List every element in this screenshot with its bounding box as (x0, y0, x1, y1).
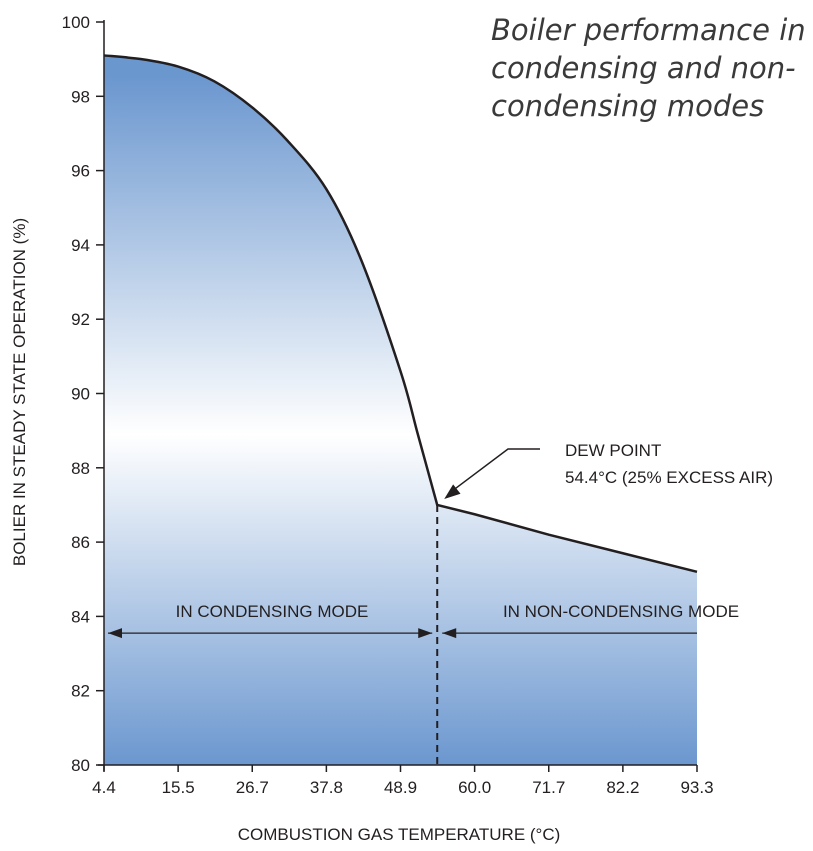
x-tick-label-60.0: 60.0 (458, 778, 491, 797)
y-tick-label-86: 86 (71, 533, 90, 552)
y-tick-label-90: 90 (71, 385, 90, 404)
x-tick-label-37.8: 37.8 (310, 778, 343, 797)
y-tick-label-96: 96 (71, 162, 90, 181)
chart-title-line-2: condensing and non- (491, 51, 796, 85)
efficiency-area-fill (104, 55, 697, 766)
y-tick-label-98: 98 (71, 87, 90, 106)
dew-point-arrowhead (444, 484, 461, 499)
y-tick-label-82: 82 (71, 682, 90, 701)
y-tick-label-92: 92 (71, 310, 90, 329)
x-tick-label-48.9: 48.9 (384, 778, 417, 797)
dew-point-value: 54.4°C (25% EXCESS AIR) (565, 468, 773, 487)
efficiency-curve (103, 54, 698, 574)
x-tick-label-15.5: 15.5 (162, 778, 195, 797)
x-axis-title: COMBUSTION GAS TEMPERATURE (°C) (238, 825, 561, 844)
x-tick-label-82.2: 82.2 (606, 778, 639, 797)
x-tick-label-71.7: 71.7 (532, 778, 565, 797)
y-tick-label-100: 100 (62, 13, 90, 32)
chart-title-line-3: condensing modes (491, 89, 764, 123)
dew-point-annotation: DEW POINT 54.4°C (25% EXCESS AIR) (444, 441, 773, 499)
dew-point-label: DEW POINT (565, 441, 661, 460)
y-tick-label-84: 84 (71, 607, 90, 626)
y-tick-label-94: 94 (71, 236, 90, 255)
y-tick-label-80: 80 (71, 756, 90, 775)
region-arrowhead (108, 628, 122, 639)
y-tick-label-88: 88 (71, 459, 90, 478)
x-tick-label-93.3: 93.3 (680, 778, 713, 797)
non-condensing-mode-label: IN NON-CONDENSING MODE (503, 602, 739, 621)
chart-title: Boiler performance in condensing and non… (491, 13, 806, 123)
region-arrowhead (418, 628, 433, 639)
condensing-mode-label: IN CONDENSING MODE (176, 602, 369, 621)
x-tick-label-26.7: 26.7 (236, 778, 269, 797)
dew-point-leader (451, 448, 540, 492)
chart-title-line-1: Boiler performance in (491, 13, 806, 47)
y-axis-title: BOLIER IN STEADY STATE OPERATION (%) (10, 218, 29, 566)
region-arrowhead (442, 628, 457, 639)
x-tick-label-4.4: 4.4 (92, 778, 116, 797)
